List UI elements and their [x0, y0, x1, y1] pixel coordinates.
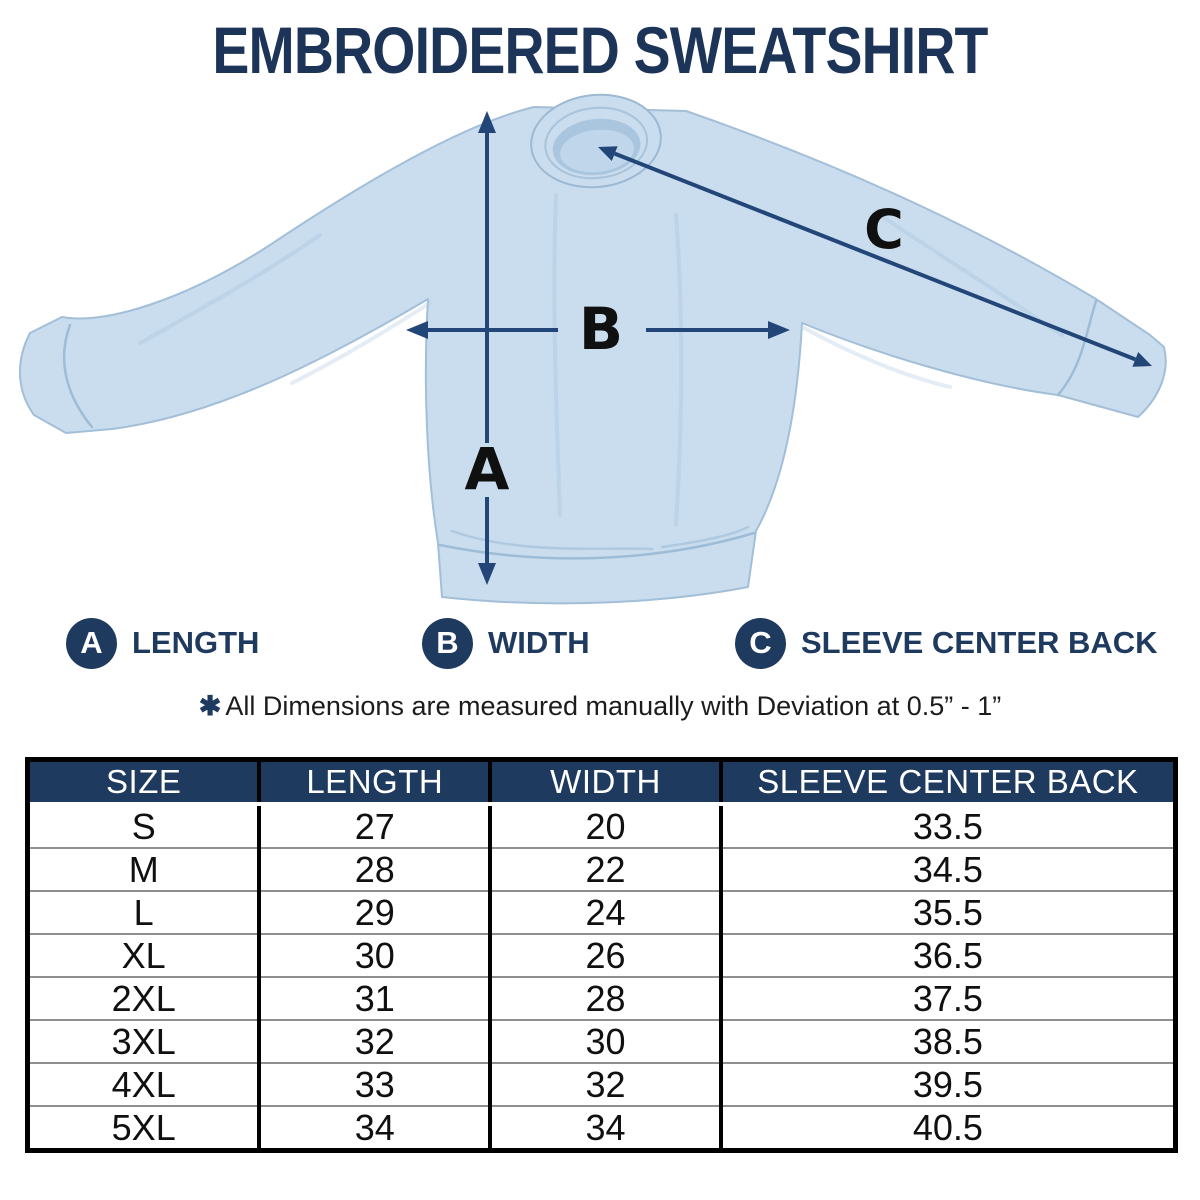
- table-row: M 28 22 34.5: [27, 847, 1176, 891]
- table-cell: 34: [488, 1105, 721, 1151]
- note-text: All Dimensions are measured manually wit…: [225, 691, 1002, 721]
- sweatshirt-measurement-diagram: A B C: [19, 93, 1167, 605]
- table-cell: 2XL: [27, 976, 260, 1020]
- measure-legend: A LENGTH B WIDTH C SLEEVE CENTER BACK: [0, 614, 1200, 672]
- table-cell: 5XL: [27, 1105, 260, 1151]
- column-header-size: SIZE: [27, 759, 260, 806]
- width-arrow-b: [406, 321, 790, 339]
- legend-label-sleeve-center-back: SLEEVE CENTER BACK: [801, 625, 1158, 660]
- measurement-note: ✱ All Dimensions are measured manually wi…: [0, 691, 1200, 722]
- table-cell: 27: [257, 804, 491, 848]
- table-cell: 40.5: [718, 1105, 1176, 1151]
- measure-badge-a: A: [66, 617, 117, 669]
- table-row: 2XL 31 28 37.5: [27, 976, 1176, 1020]
- page-title: EMBROIDERED SWEATSHIRT: [212, 13, 988, 87]
- asterisk-icon: ✱: [198, 691, 222, 721]
- table-cell: 30: [488, 1019, 721, 1063]
- column-header-length: LENGTH: [257, 759, 491, 806]
- table-cell: 37.5: [718, 976, 1176, 1020]
- table-cell: 34: [257, 1105, 491, 1151]
- legend-item-length: A LENGTH: [66, 614, 259, 672]
- table-cell: 28: [257, 847, 491, 891]
- measure-badge-c: C: [735, 617, 786, 669]
- table-cell: S: [27, 804, 260, 848]
- table-cell: 3XL: [27, 1019, 260, 1063]
- table-cell: 36.5: [718, 933, 1176, 977]
- table-cell: 28: [488, 976, 721, 1020]
- table-cell: 38.5: [718, 1019, 1176, 1063]
- table-cell: 32: [257, 1019, 491, 1063]
- measure-letter-b: B: [579, 295, 623, 363]
- legend-item-width: B WIDTH: [422, 614, 590, 672]
- table-cell: 26: [488, 933, 721, 977]
- table-cell: 4XL: [27, 1062, 260, 1106]
- measure-badge-b: B: [422, 617, 473, 669]
- table-row: L 29 24 35.5: [27, 890, 1176, 934]
- table-row: S 27 20 33.5: [27, 804, 1176, 848]
- table-cell: XL: [27, 933, 260, 977]
- column-header-width: WIDTH: [488, 759, 721, 806]
- table-cell: 34.5: [718, 847, 1176, 891]
- measure-letter-c: C: [864, 198, 904, 261]
- table-row: 3XL 32 30 38.5: [27, 1019, 1176, 1063]
- size-chart-table: SIZE LENGTH WIDTH SLEEVE CENTER BACK S 2…: [25, 757, 1178, 1153]
- sweatshirt-graphic: [19, 93, 1167, 605]
- table-cell: 39.5: [718, 1062, 1176, 1106]
- collar: [530, 93, 662, 189]
- table-cell: 24: [488, 890, 721, 934]
- legend-label-length: LENGTH: [132, 625, 260, 660]
- sleeve-center-back-arrow-c: [598, 146, 1152, 367]
- table-cell: 32: [488, 1062, 721, 1106]
- legend-item-sleeve-center-back: C SLEEVE CENTER BACK: [735, 614, 1158, 672]
- table-row: 5XL 34 34 40.5: [27, 1105, 1176, 1151]
- table-cell: 33: [257, 1062, 491, 1106]
- table-cell: 35.5: [718, 890, 1176, 934]
- table-cell: 29: [257, 890, 491, 934]
- table-row: 4XL 33 32 39.5: [27, 1062, 1176, 1106]
- table-cell: 31: [257, 976, 491, 1020]
- table-row: XL 30 26 36.5: [27, 933, 1176, 977]
- length-arrow-a: [478, 111, 496, 585]
- table-cell: M: [27, 847, 260, 891]
- legend-label-width: WIDTH: [488, 625, 590, 660]
- table-cell: 33.5: [718, 804, 1176, 848]
- table-cell: 22: [488, 847, 721, 891]
- measure-letter-a: A: [465, 435, 510, 503]
- column-header-sleeve-center-back: SLEEVE CENTER BACK: [718, 759, 1176, 806]
- table-cell: 20: [488, 804, 721, 848]
- table-cell: 30: [257, 933, 491, 977]
- table-cell: L: [27, 890, 260, 934]
- table-header-row: SIZE LENGTH WIDTH SLEEVE CENTER BACK: [27, 759, 1176, 806]
